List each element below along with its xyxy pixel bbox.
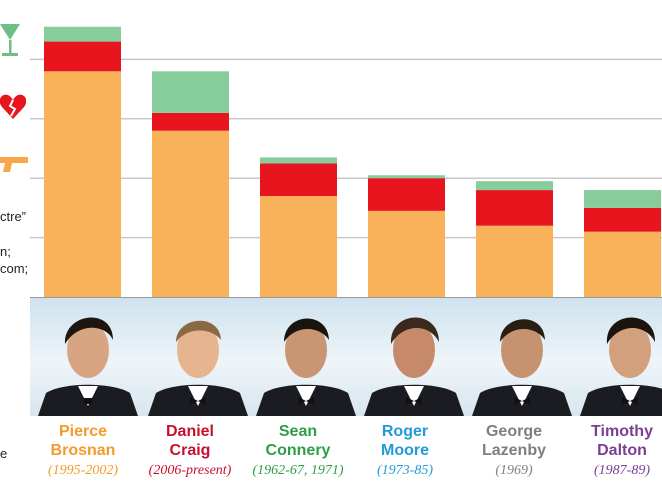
actor-first-name: Roger [381,423,429,440]
actor-last-name: Lazenby [481,442,546,459]
actor-label-timothy-dalton: Timothy Dalton (1987-89) [567,422,662,480]
actor-last-name: Brosnan [50,442,116,459]
bar-lovers-timothy-dalton [584,207,661,232]
actor-first-name: Pierce [58,423,108,440]
bar-drinks-roger-moore [368,175,445,179]
portrait-george-lazenby [472,319,572,416]
actor-last-name: Craig [169,442,211,459]
clipped-legend-text-3: com; [0,261,29,276]
actor-years: (1969) [495,463,533,478]
bar-kills-george-lazenby [476,225,553,297]
actor-photo-strip [30,298,662,416]
actor-label-daniel-craig: Daniel Craig (2006-present) [135,422,245,480]
bar-kills-sean-connery [260,196,337,297]
actor-years: (2006-present) [148,463,232,478]
stacked-bar-chart [30,26,662,298]
bar-kills-timothy-dalton [584,231,661,297]
actor-name: Timothy Dalton [567,422,662,460]
actor-years: (1962-67, 1971) [252,463,344,478]
actor-first-name: George [485,423,542,440]
bar-drinks-timothy-dalton [584,190,661,208]
actor-last-name: Connery [265,442,331,459]
actor-last-name: Dalton [597,442,647,459]
martini-icon [0,24,20,56]
bar-kills-roger-moore [368,210,445,297]
bar-drinks-george-lazenby [476,181,553,191]
actor-years: (1995-2002) [48,463,118,478]
clipped-legend-text-4: e [0,446,8,461]
actor-first-name: Timothy [591,423,653,440]
actor-label-sean-connery: Sean Connery (1962-67, 1971) [243,422,353,480]
bar-lovers-roger-moore [368,178,445,211]
actor-label-pierce-brosnan: Pierce Brosnan (1995-2002) [28,422,138,480]
portrait-daniel-craig [148,320,248,416]
clipped-legend-text-2: n; [0,244,11,259]
bar-lovers-pierce-brosnan [44,41,121,72]
actor-name: Daniel Craig [135,422,245,460]
bar-lovers-sean-connery [260,163,337,197]
bar-lovers-george-lazenby [476,190,553,226]
actor-name: Roger Moore [350,422,460,460]
bar-drinks-sean-connery [260,157,337,164]
actor-last-name: Moore [381,442,429,459]
portrait-roger-moore [364,317,464,416]
portrait-timothy-dalton [580,317,662,416]
bar-kills-daniel-craig [152,130,229,297]
bar-lovers-daniel-craig [152,112,229,131]
actor-name: Sean Connery [243,422,353,460]
actor-first-name: Daniel [165,423,214,440]
actor-first-name: Sean [278,423,318,440]
bar-kills-pierce-brosnan [44,71,121,297]
actor-years: (1987-89) [594,463,650,478]
actor-name: George Lazenby [459,422,569,460]
actor-label-roger-moore: Roger Moore (1973-85) [350,422,460,480]
gun-icon [0,157,28,172]
actor-years: (1973-85) [377,463,433,478]
bar-drinks-pierce-brosnan [44,26,121,42]
clipped-legend-text-1: ctre” [0,209,26,224]
actor-name: Pierce Brosnan [28,422,138,460]
portrait-sean-connery [256,318,356,416]
portrait-pierce-brosnan [38,317,138,416]
actor-label-george-lazenby: George Lazenby (1969) [459,422,569,480]
broken-heart-icon [0,94,26,119]
bar-drinks-daniel-craig [152,71,229,113]
